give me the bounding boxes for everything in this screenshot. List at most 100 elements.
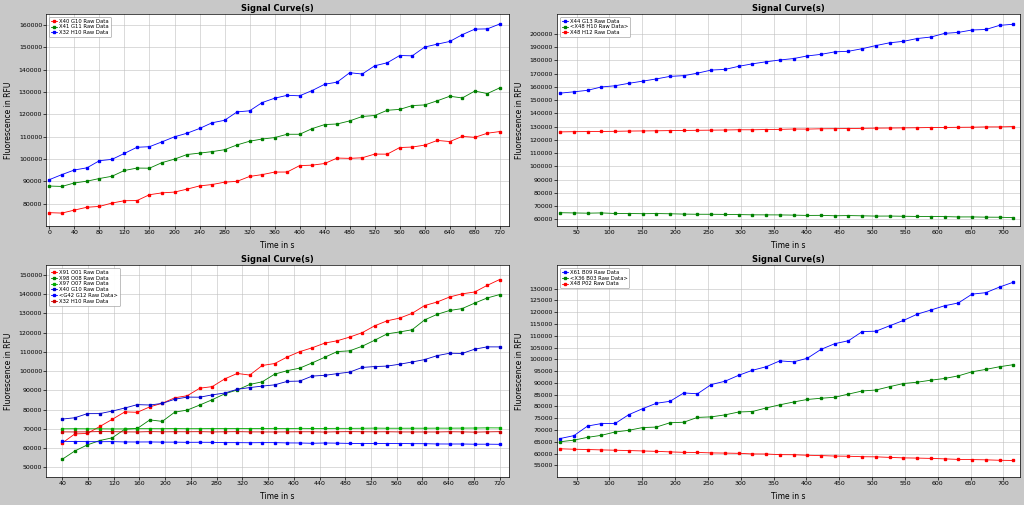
<X48 H10 Raw Data>: [869, 213, 882, 219]
X97 O07 Raw Data: [494, 425, 506, 431]
X48 P02 Raw Data: [609, 447, 622, 453]
X44 G13 Raw Data: [897, 38, 909, 44]
Title: Signal Curve(s): Signal Curve(s): [752, 4, 824, 13]
X40 G10 Raw Data: [256, 172, 268, 178]
X32 H10 Raw Data: [318, 429, 331, 435]
X48 P02 Raw Data: [993, 457, 1006, 463]
Line: <G42 G12 Raw Data>: <G42 G12 Raw Data>: [61, 440, 501, 445]
<X48 H10 Raw Data>: [815, 212, 827, 218]
<X36 B03 Raw Data>: [595, 432, 607, 438]
X61 B09 Raw Data: [938, 302, 950, 309]
X97 O07 Raw Data: [431, 425, 443, 431]
X32 H10 Raw Data: [181, 429, 194, 435]
X32 H10 Raw Data: [194, 125, 206, 131]
X48 P02 Raw Data: [678, 449, 690, 456]
X91 O01 Raw Data: [194, 385, 206, 391]
X40 G10 Raw Data: [218, 179, 230, 185]
X32 H10 Raw Data: [469, 26, 481, 32]
Line: X98 O08 Raw Data: X98 O08 Raw Data: [61, 293, 501, 461]
X40 G10 Raw Data: [119, 197, 131, 204]
<X48 H10 Raw Data>: [706, 211, 718, 217]
X41 G11 Raw Data: [469, 88, 481, 94]
X41 G11 Raw Data: [256, 136, 268, 142]
<G42 G12 Raw Data>: [206, 439, 218, 445]
<X36 B03 Raw Data>: [554, 439, 566, 445]
<X48 H10 Raw Data>: [1008, 215, 1020, 221]
X41 G11 Raw Data: [294, 131, 306, 137]
<G42 G12 Raw Data>: [306, 440, 318, 446]
Line: X48 H12 Raw Data: X48 H12 Raw Data: [559, 125, 1015, 133]
<X36 B03 Raw Data>: [623, 427, 635, 433]
X40 G10 Raw Data: [81, 204, 93, 210]
X40 G10 Raw Data: [143, 402, 156, 408]
X41 G11 Raw Data: [218, 146, 230, 153]
X44 G13 Raw Data: [938, 30, 950, 36]
X41 G11 Raw Data: [431, 98, 443, 104]
X61 B09 Raw Data: [925, 307, 937, 313]
X91 O01 Raw Data: [381, 318, 393, 324]
X61 B09 Raw Data: [678, 390, 690, 396]
X48 H12 Raw Data: [828, 126, 841, 132]
X32 H10 Raw Data: [443, 38, 456, 44]
X41 G11 Raw Data: [244, 138, 256, 144]
<X48 H10 Raw Data>: [980, 214, 992, 220]
X48 P02 Raw Data: [595, 447, 607, 453]
X91 O01 Raw Data: [419, 302, 431, 309]
X44 G13 Raw Data: [636, 78, 648, 84]
X-axis label: Time in s: Time in s: [771, 492, 806, 501]
Legend: X44 G13 Raw Data, <X48 H10 Raw Data>, X48 H12 Raw Data: X44 G13 Raw Data, <X48 H10 Raw Data>, X4…: [559, 17, 630, 37]
X48 H12 Raw Data: [843, 126, 855, 132]
X97 O07 Raw Data: [206, 426, 218, 432]
X44 G13 Raw Data: [843, 48, 855, 55]
<X36 B03 Raw Data>: [746, 409, 759, 415]
X44 G13 Raw Data: [869, 42, 882, 48]
<G42 G12 Raw Data>: [56, 438, 69, 444]
X98 O08 Raw Data: [143, 417, 156, 423]
X48 P02 Raw Data: [856, 453, 868, 460]
X32 H10 Raw Data: [55, 172, 68, 178]
X48 H12 Raw Data: [801, 126, 813, 132]
X40 G10 Raw Data: [356, 365, 369, 371]
X40 G10 Raw Data: [281, 378, 293, 384]
X40 G10 Raw Data: [105, 200, 118, 206]
X48 H12 Raw Data: [691, 127, 703, 133]
<X48 H10 Raw Data>: [966, 214, 978, 220]
X97 O07 Raw Data: [356, 425, 369, 431]
X97 O07 Raw Data: [81, 426, 93, 432]
X44 G13 Raw Data: [952, 29, 965, 35]
X32 H10 Raw Data: [56, 429, 69, 435]
X91 O01 Raw Data: [81, 430, 93, 436]
X97 O07 Raw Data: [231, 426, 244, 432]
X61 B09 Raw Data: [719, 378, 731, 384]
X-axis label: Time in s: Time in s: [771, 241, 806, 249]
X48 H12 Raw Data: [938, 124, 950, 130]
X91 O01 Raw Data: [169, 395, 181, 401]
X48 P02 Raw Data: [760, 451, 772, 457]
Legend: X61 B09 Raw Data, <X36 B03 Raw Data>, X48 P02 Raw Data: X61 B09 Raw Data, <X36 B03 Raw Data>, X4…: [559, 268, 630, 288]
X91 O01 Raw Data: [343, 334, 355, 340]
X97 O07 Raw Data: [156, 426, 168, 432]
<X36 B03 Raw Data>: [952, 373, 965, 379]
X41 G11 Raw Data: [281, 131, 293, 137]
X91 O01 Raw Data: [431, 299, 443, 305]
<G42 G12 Raw Data>: [406, 441, 418, 447]
X98 O08 Raw Data: [318, 354, 331, 360]
X48 P02 Raw Data: [966, 457, 978, 463]
X44 G13 Raw Data: [567, 89, 580, 95]
<G42 G12 Raw Data>: [218, 440, 230, 446]
X97 O07 Raw Data: [419, 425, 431, 431]
X97 O07 Raw Data: [443, 425, 456, 431]
X41 G11 Raw Data: [456, 95, 468, 101]
X61 B09 Raw Data: [746, 367, 759, 373]
X61 B09 Raw Data: [664, 398, 676, 405]
X48 H12 Raw Data: [897, 125, 909, 131]
X40 G10 Raw Data: [218, 390, 230, 396]
X32 H10 Raw Data: [331, 79, 343, 85]
X32 H10 Raw Data: [456, 429, 468, 435]
X91 O01 Raw Data: [318, 340, 331, 346]
X98 O08 Raw Data: [456, 306, 468, 312]
X32 H10 Raw Data: [231, 429, 244, 435]
X91 O01 Raw Data: [119, 409, 131, 415]
<G42 G12 Raw Data>: [69, 438, 81, 444]
X48 P02 Raw Data: [623, 447, 635, 453]
